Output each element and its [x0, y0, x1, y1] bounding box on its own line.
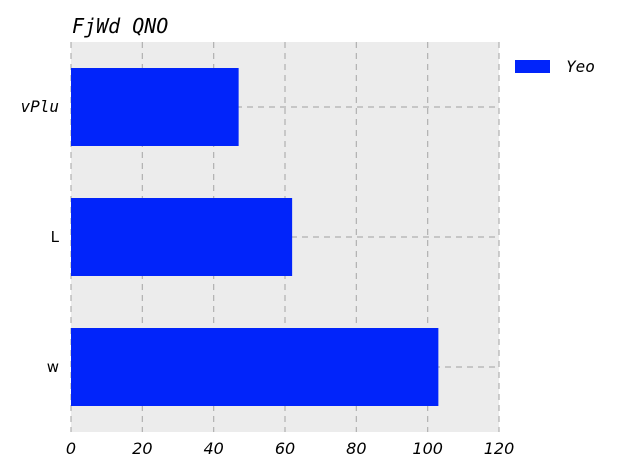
legend: Yeo — [515, 57, 595, 76]
bar — [71, 68, 239, 146]
legend-swatch — [515, 60, 550, 73]
x-tick-label: 120 — [484, 439, 515, 458]
bar — [71, 328, 439, 406]
x-tick-label: 80 — [346, 439, 366, 458]
y-tick-label: vPlu — [20, 97, 59, 116]
chart-title: FjWd QNO — [72, 14, 168, 38]
x-tick-label: 100 — [412, 439, 443, 458]
x-tick-label: 40 — [203, 439, 223, 458]
x-tick-label: 20 — [132, 439, 152, 458]
bar — [71, 198, 293, 276]
x-tick-label: 60 — [275, 439, 295, 458]
y-tick-label: L — [51, 228, 60, 246]
x-tick-label: 0 — [66, 439, 76, 458]
bars — [71, 68, 439, 406]
y-tick-label: w — [47, 358, 59, 376]
y-axis-ticks: vPlu Lw — [20, 97, 59, 376]
x-axis-ticks: 0 20 40 60 80 100 120 — [66, 439, 514, 458]
legend-label: Yeo — [566, 57, 595, 76]
